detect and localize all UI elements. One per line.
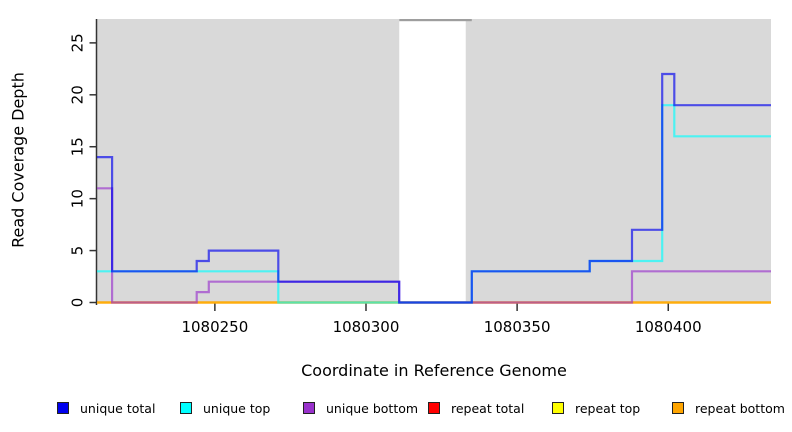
legend-label-unique-bottom: unique bottom — [326, 400, 419, 416]
covered-region-shading — [465, 19, 771, 303]
x-axis-title: Coordinate in Reference Genome — [301, 361, 567, 380]
legend-item-unique-bottom: unique bottom — [303, 400, 418, 416]
assembly-gap-marker — [399, 19, 472, 22]
legend-label-repeat-total: repeat total — [451, 400, 525, 416]
legend-item-repeat-total: repeat total — [428, 400, 524, 416]
series-unique-bottom — [97, 187, 771, 304]
y-tick-label: 10 — [69, 189, 87, 208]
legend-label-repeat-bottom: repeat bottom — [695, 400, 785, 416]
legend-swatch-unique-top — [180, 402, 192, 414]
legend-item-unique-top: unique top — [180, 400, 270, 416]
legend-swatch-repeat-bottom — [672, 402, 684, 414]
legend-label-unique-top: unique top — [203, 400, 271, 416]
chart-legend: unique total unique top unique bottom repea… — [0, 400, 792, 426]
legend-label-repeat-top: repeat top — [575, 400, 641, 416]
legend-item-repeat-top: repeat top — [552, 400, 640, 416]
series-unique-total — [97, 72, 771, 304]
legend-swatch-repeat-top — [552, 402, 564, 414]
legend-swatch-unique-total — [57, 402, 69, 414]
x-tick-label: 1080300 — [333, 318, 400, 336]
y-tick-label: 15 — [69, 137, 87, 156]
y-tick-label: 5 — [69, 246, 87, 256]
legend-swatch-unique-bottom — [303, 402, 315, 414]
x-tick-label: 1080250 — [181, 318, 248, 336]
y-axis-title: Read Coverage Depth — [8, 72, 28, 248]
legend-item-repeat-bottom: repeat bottom — [672, 400, 785, 416]
y-tick-label: 25 — [69, 33, 87, 52]
legend-item-unique-total: unique total — [57, 400, 155, 416]
y-tick-label: 20 — [69, 85, 87, 104]
legend-label-unique-total: unique total — [80, 400, 156, 416]
legend-swatch-repeat-total — [428, 402, 440, 414]
x-tick-label: 1080350 — [484, 318, 551, 336]
x-tick-label: 1080400 — [635, 318, 702, 336]
coverage-chart: 0 5 10 15 20 25 1080250 1080300 1080350 1080400 — [69, 19, 771, 336]
y-tick-label: 0 — [69, 298, 87, 308]
covered-region-shading — [97, 19, 400, 303]
